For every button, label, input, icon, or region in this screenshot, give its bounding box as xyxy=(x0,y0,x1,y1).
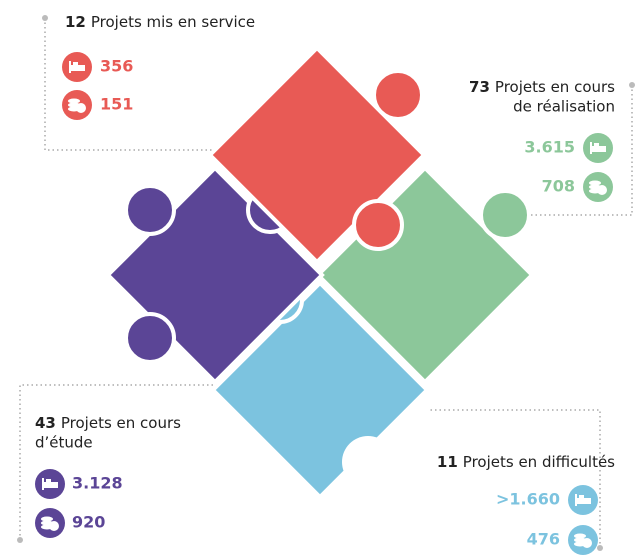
beds-value: 356 xyxy=(100,57,133,76)
connector xyxy=(44,18,215,151)
connector-dot xyxy=(629,82,635,88)
amount-value: 708 xyxy=(542,177,575,196)
group-title: de réalisation xyxy=(513,98,615,116)
group-title: 12 Projets mis en service xyxy=(65,13,255,31)
piece-red xyxy=(207,45,427,265)
beds-value: 3.615 xyxy=(524,138,575,157)
group-title: 43 Projets en cours xyxy=(35,414,181,432)
group-title: 73 Projets en cours xyxy=(469,78,615,96)
group-title: 11 Projets en difficultés xyxy=(437,453,615,471)
group-title: d’étude xyxy=(35,434,93,452)
connector-dot xyxy=(597,545,603,551)
connector-dot xyxy=(42,15,48,21)
notch xyxy=(342,436,394,488)
amount-value: 151 xyxy=(100,95,133,114)
connector xyxy=(430,409,601,548)
amount-value: 920 xyxy=(72,513,105,532)
puzzle xyxy=(105,45,535,500)
beds-value: 3.128 xyxy=(72,474,123,493)
amount-value: 476 xyxy=(527,530,560,549)
connector-dot xyxy=(17,537,23,543)
beds-value: >1.660 xyxy=(496,490,560,509)
